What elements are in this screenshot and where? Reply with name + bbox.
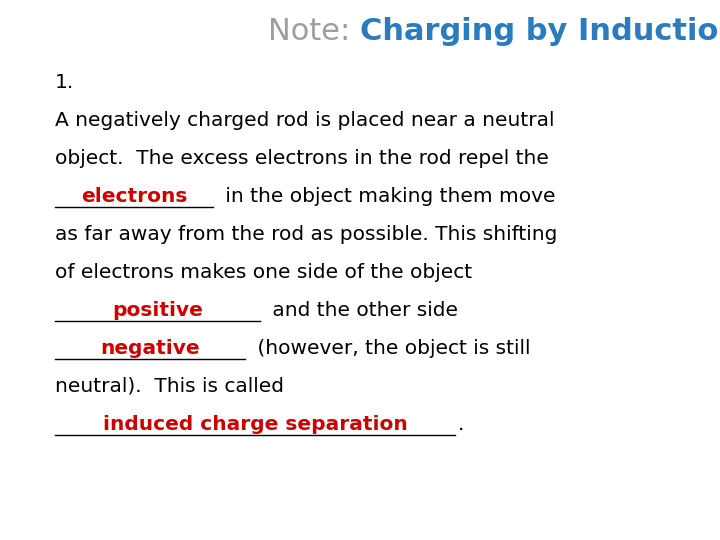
Text: .: .: [458, 415, 464, 434]
Text: A negatively charged rod is placed near a neutral: A negatively charged rod is placed near …: [55, 111, 554, 130]
Text: of electrons makes one side of the object: of electrons makes one side of the objec…: [55, 263, 472, 282]
Text: object.  The excess electrons in the rod repel the: object. The excess electrons in the rod …: [55, 149, 549, 168]
Text: neutral).  This is called: neutral). This is called: [55, 377, 284, 396]
Text: positive: positive: [112, 301, 203, 320]
Text: and the other side: and the other side: [266, 301, 458, 320]
Text: Note:: Note:: [268, 17, 360, 46]
Text: negative: negative: [100, 339, 200, 358]
Text: 1.: 1.: [55, 73, 74, 92]
Text: as far away from the rod as possible. This shifting: as far away from the rod as possible. Th…: [55, 225, 557, 244]
Text: electrons: electrons: [81, 187, 187, 206]
Text: (however, the object is still: (however, the object is still: [251, 339, 531, 358]
Text: induced charge separation: induced charge separation: [103, 415, 408, 434]
Text: in the object making them move: in the object making them move: [219, 187, 556, 206]
Text: Charging by Induction: Charging by Induction: [360, 17, 720, 46]
